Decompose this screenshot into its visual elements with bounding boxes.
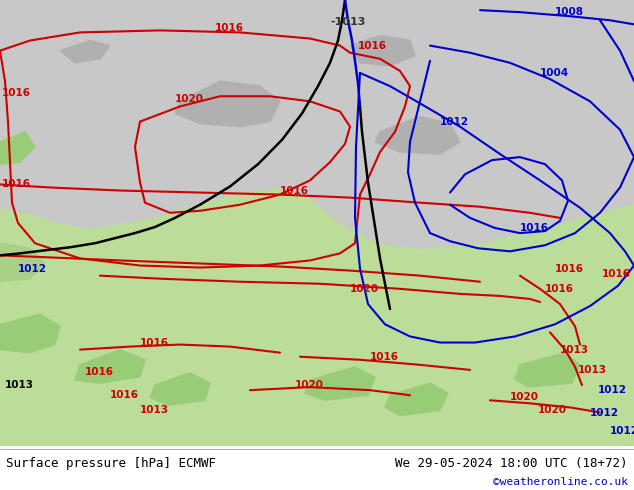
Polygon shape	[375, 117, 460, 154]
Polygon shape	[0, 0, 634, 248]
Text: 1004: 1004	[540, 68, 569, 78]
Polygon shape	[60, 41, 110, 63]
Text: 1016: 1016	[520, 223, 549, 233]
Polygon shape	[175, 81, 280, 127]
Text: Surface pressure [hPa] ECMWF: Surface pressure [hPa] ECMWF	[6, 457, 216, 470]
Polygon shape	[75, 350, 145, 383]
Polygon shape	[0, 314, 60, 353]
Text: 1012: 1012	[610, 426, 634, 436]
Text: 1016: 1016	[602, 269, 631, 279]
Text: 1013: 1013	[5, 380, 34, 390]
Text: 1012: 1012	[590, 409, 619, 418]
Text: 1013: 1013	[578, 365, 607, 375]
Text: 1016: 1016	[2, 179, 31, 190]
Text: 1016: 1016	[545, 284, 574, 294]
Polygon shape	[515, 353, 580, 387]
Polygon shape	[385, 383, 448, 416]
Text: -1013: -1013	[330, 17, 365, 27]
Text: 1020: 1020	[350, 284, 379, 294]
Text: 1016: 1016	[370, 352, 399, 362]
Text: 1016: 1016	[110, 390, 139, 400]
Text: 1020: 1020	[538, 405, 567, 416]
Text: 1012: 1012	[598, 385, 627, 395]
Text: 1020: 1020	[175, 94, 204, 104]
Text: 1016: 1016	[555, 264, 584, 273]
Polygon shape	[350, 35, 415, 66]
Text: ©weatheronline.co.uk: ©weatheronline.co.uk	[493, 477, 628, 487]
Polygon shape	[0, 132, 35, 164]
Text: 1012: 1012	[18, 264, 47, 273]
Text: 1016: 1016	[85, 367, 114, 377]
Polygon shape	[0, 243, 45, 282]
Text: 1016: 1016	[215, 24, 244, 33]
Text: 1008: 1008	[555, 7, 584, 17]
Text: 1020: 1020	[295, 380, 324, 390]
Text: 1012: 1012	[440, 117, 469, 126]
Text: 1016: 1016	[2, 88, 31, 98]
Text: 1013: 1013	[140, 405, 169, 416]
Text: We 29-05-2024 18:00 UTC (18+72): We 29-05-2024 18:00 UTC (18+72)	[395, 457, 628, 470]
Polygon shape	[150, 373, 210, 405]
Text: 1016: 1016	[280, 186, 309, 196]
Polygon shape	[305, 367, 375, 400]
Text: 1013: 1013	[560, 344, 589, 355]
Text: 1016: 1016	[140, 338, 169, 347]
Text: 1020: 1020	[510, 392, 539, 402]
Text: 1016: 1016	[358, 41, 387, 50]
